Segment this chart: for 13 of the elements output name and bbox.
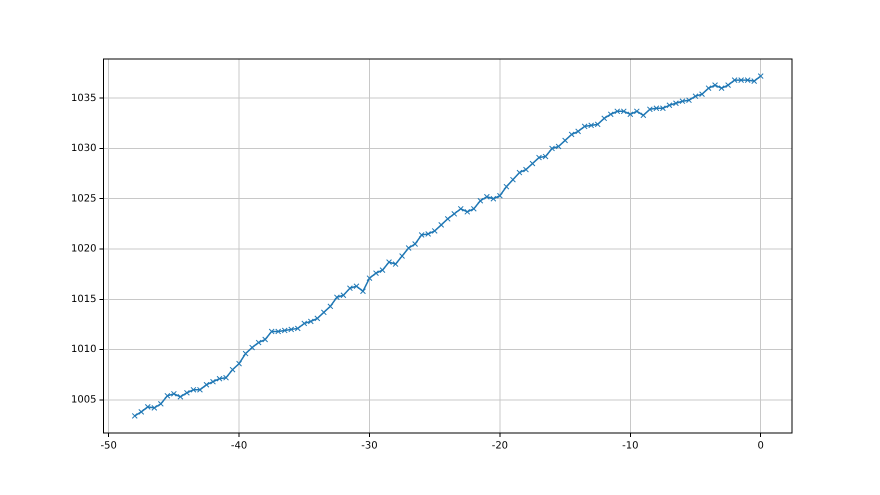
y-tick-label: 1010 [70, 344, 96, 356]
y-tick-label: 1035 [70, 92, 96, 104]
x-tick-label: -10 [622, 440, 638, 452]
x-tick-label: -30 [361, 440, 378, 452]
y-tick-label: 1025 [70, 193, 96, 204]
y-tick-label: 1030 [70, 143, 96, 154]
x-tick-label: 0 [758, 440, 764, 452]
x-tick-label: -20 [492, 440, 508, 452]
x-tick-label: -40 [230, 440, 248, 452]
x-tick-label: -50 [100, 440, 117, 452]
y-tick-label: 1020 [70, 244, 96, 255]
y-tick-label: 1005 [70, 394, 96, 406]
y-tick-label: 1015 [70, 294, 96, 305]
